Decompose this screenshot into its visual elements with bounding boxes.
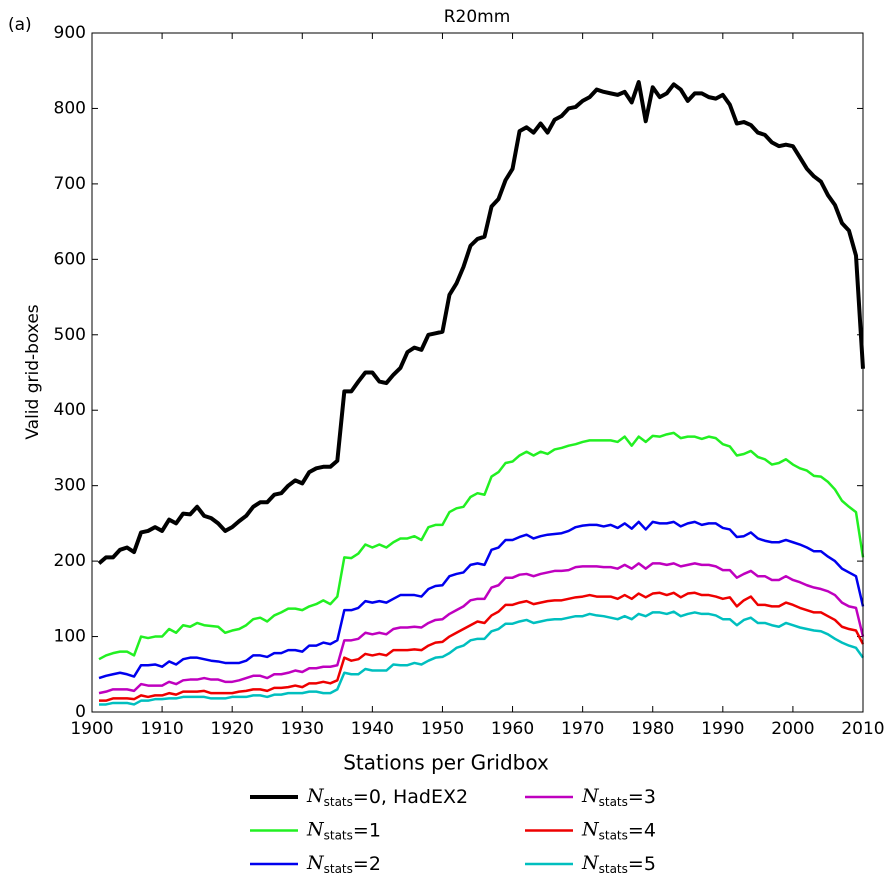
panel-label: (a) [8,15,32,35]
y-tick-label: 700 [54,174,86,194]
x-tick-label: 2010 [841,719,884,739]
chart-title: R20mm [444,7,511,27]
y-tick-label: 100 [54,627,86,647]
series-line [99,591,865,702]
y-tick-label: 300 [54,476,86,496]
x-tick-label: 1920 [211,719,254,739]
legend-label: Nstats=2 [306,852,381,876]
legend-label: Nstats=3 [581,785,656,809]
x-tick-label: 1940 [351,719,394,739]
x-tick-label: 1970 [561,719,604,739]
legend-label: Nstats=4 [581,819,656,843]
plot-frame [91,32,864,713]
y-axis-label: Valid grid-boxes [23,304,43,439]
series-line [98,431,865,661]
x-tick-label: 2000 [771,719,814,739]
y-tick-label: 500 [54,325,86,345]
x-tick-label: 1950 [421,719,464,739]
x-tick-label: 1900 [70,719,113,739]
series-line [99,610,865,706]
x-tick-label: 1980 [631,719,674,739]
y-tick-label: 0 [75,702,86,722]
y-tick-label: 600 [54,249,86,269]
y-tick-label: 400 [54,400,86,420]
x-tick-label: 1990 [701,719,744,739]
legend-label: Nstats=5 [581,852,656,876]
y-tick-label: 900 [54,23,86,43]
legend-label: Nstats=1 [306,819,381,843]
series-line [98,562,865,695]
series-line [98,520,865,680]
y-tick-label: 800 [54,98,86,118]
series-line [97,80,865,565]
x-tick-label: 1930 [281,719,324,739]
legend-label: Nstats=0, HadEX2 [306,785,468,809]
x-axis-label: Stations per Gridbox [343,751,549,775]
x-tick-label: 1910 [140,719,183,739]
y-tick-label: 200 [54,551,86,571]
x-tick-label: 1960 [491,719,534,739]
